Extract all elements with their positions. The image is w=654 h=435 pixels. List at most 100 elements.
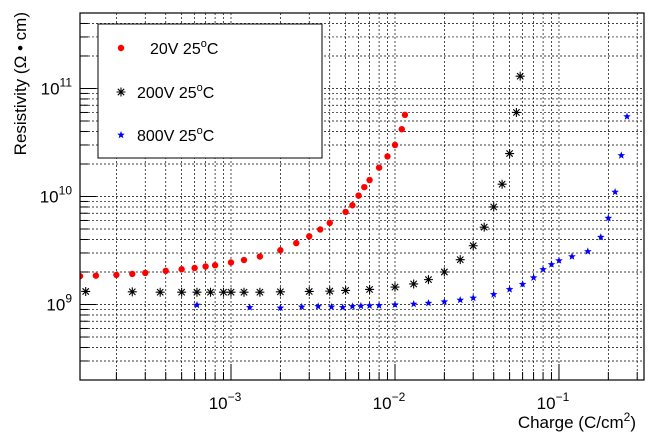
data-point (142, 269, 149, 277)
data-point (366, 176, 373, 184)
data-point (479, 222, 489, 232)
data-point (227, 259, 235, 266)
data-point (617, 151, 626, 159)
data-point (245, 303, 254, 311)
data-point (193, 301, 201, 309)
data-point (391, 141, 399, 149)
legend-marker (117, 131, 125, 139)
data-point (489, 202, 499, 212)
data-point (455, 255, 465, 265)
data-point (489, 290, 498, 298)
legend-label-200v: 200V 25oC (137, 82, 214, 102)
data-point (218, 287, 228, 297)
plot-frame (79, 12, 645, 381)
tick-labels: 10−3 10−2 10−1 109 1010 1011 (40, 75, 570, 413)
x-tick-label: 10−1 (537, 390, 570, 413)
data-point (469, 294, 477, 302)
data-point (515, 71, 525, 81)
data-point (255, 287, 265, 297)
data-point (211, 262, 219, 269)
series-2 (81, 71, 525, 297)
data-point (341, 285, 351, 295)
x-axis-title: Charge (C/cm2) (518, 410, 636, 432)
data-point (568, 252, 576, 260)
data-point (398, 125, 405, 133)
data-point (365, 284, 375, 294)
y-axis-title: Resistivity (Ω • cm) (11, 12, 30, 155)
data-point (401, 111, 409, 119)
data-point (348, 302, 357, 310)
data-point (518, 280, 527, 288)
data-point (611, 188, 619, 196)
data-point (275, 287, 285, 297)
data-point (162, 267, 169, 275)
x-tick-label: 10−3 (209, 390, 242, 413)
series-1 (80, 111, 409, 280)
x-tick-label: 10−2 (373, 390, 406, 413)
legend: 20V 25oC 200V 25oC 800V 25oC (97, 23, 323, 159)
data-point (409, 300, 418, 308)
data-point (297, 302, 306, 311)
y-tick-label: 1010 (40, 184, 73, 207)
data-point (293, 239, 300, 247)
data-point (384, 153, 391, 160)
data-point (314, 302, 322, 310)
axes-frame (79, 12, 645, 381)
data-point (584, 247, 592, 255)
legend-box (97, 23, 323, 159)
data-point (239, 287, 249, 297)
data-point (390, 282, 400, 292)
y-tick-label: 109 (46, 292, 72, 315)
data-point (604, 214, 613, 222)
plot-area (80, 71, 631, 312)
data-point (361, 183, 368, 191)
data-point (597, 233, 605, 241)
data-point (256, 253, 264, 260)
data-point (375, 164, 383, 171)
data-point (113, 271, 120, 279)
data-point (497, 179, 507, 189)
data-point (423, 275, 433, 285)
legend-marker (116, 87, 126, 97)
data-point (129, 270, 136, 278)
y-tick-label: 1011 (41, 75, 73, 98)
series-3 (193, 112, 631, 312)
data-point (529, 273, 538, 281)
data-point (317, 226, 324, 233)
data-point (349, 202, 356, 209)
data-point (505, 149, 515, 159)
legend-label-800v: 800V 25oC (137, 125, 214, 145)
data-point (306, 233, 313, 240)
data-point (202, 263, 209, 270)
data-point (326, 219, 333, 227)
grid (80, 12, 644, 381)
data-point (365, 301, 374, 309)
data-point (391, 300, 399, 308)
data-point (127, 287, 137, 297)
data-point (342, 208, 349, 216)
data-point (424, 299, 433, 307)
data-point (555, 256, 563, 264)
data-point (276, 303, 285, 312)
data-point (92, 272, 100, 279)
data-point (338, 303, 347, 311)
data-point (456, 296, 464, 304)
data-point (80, 272, 84, 280)
data-point (177, 287, 187, 297)
data-point (355, 192, 362, 199)
data-point (623, 112, 631, 120)
data-point (505, 285, 514, 293)
data-point (304, 286, 314, 296)
data-point (325, 286, 335, 296)
data-point (539, 265, 547, 273)
data-point (240, 256, 248, 264)
data-point (327, 302, 336, 311)
data-point (409, 279, 419, 289)
data-point (226, 287, 236, 297)
data-point (155, 287, 165, 297)
legend-marker (117, 44, 125, 52)
data-point (375, 301, 383, 309)
data-point (440, 297, 449, 305)
data-point (178, 266, 185, 273)
